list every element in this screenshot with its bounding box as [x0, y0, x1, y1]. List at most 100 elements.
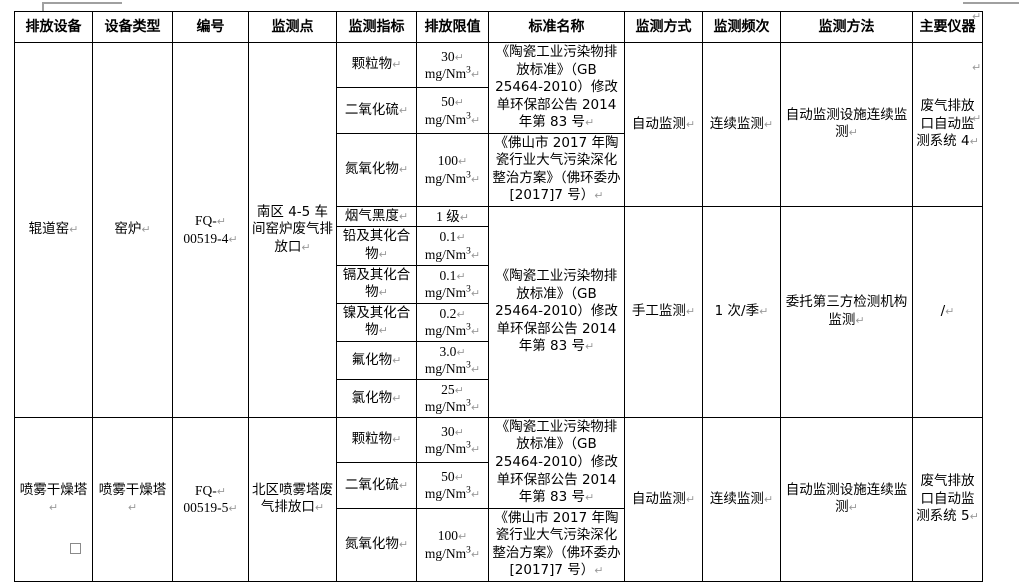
return-mark: ↵ [392, 353, 402, 367]
monitoring-index: 二氧化硫↵ [336, 462, 417, 509]
table-row: 镉及其化合物↵ 0.1↵ mg/Nm3↵ [15, 264, 983, 304]
return-mark: ↵ [398, 478, 409, 492]
emission-limit-value: 0.1↵ mg/Nm3↵ [416, 226, 489, 266]
monitoring-mode: 自动监测↵ [624, 416, 703, 582]
monitoring-index: 镍及其化合物↵ [336, 302, 417, 342]
table-row: 二氧化硫↵ 50↵ mg/Nm3↵ [15, 87, 983, 134]
header-code: 编号 [172, 11, 249, 43]
table-row: 氮氧化物↵ 100↵ mg/Nm3↵ 《佛山市 2017 年陶瓷行业大气污染深化整治方… [15, 132, 983, 207]
monitoring-index: 氮氧化物↵ [336, 507, 417, 582]
return-mark: ↵ [456, 345, 466, 359]
monitoring-frequency: 1 次/季↵ [702, 205, 781, 418]
emission-limit-value: 100↵ mg/Nm3↵ [416, 507, 489, 582]
return-mark: ↵ [48, 501, 59, 515]
table-row: 氯化物↵ 25↵ mg/Nm3↵ [15, 378, 983, 418]
document-page: 排放设备 设备类型 编号 监测点 监测指标 排放限值 标准名称 监测方式 监测频… [14, 2, 1019, 582]
return-mark: ↵ [314, 501, 325, 515]
return-mark: ↵ [470, 325, 481, 339]
return-mark: ↵ [127, 501, 138, 515]
monitoring-index: 颗粒物↵ [336, 41, 417, 89]
return-mark: ↵ [585, 340, 595, 354]
emission-limit-value: 0.2↵ mg/Nm3↵ [416, 302, 489, 342]
return-mark: ↵ [228, 232, 238, 246]
header-monitoring-freq: 监测频次 [702, 11, 781, 43]
device-code: FQ-↵ 00519-5↵ [172, 416, 249, 582]
monitoring-method: 委托第三方检测机构监测↵ [780, 205, 913, 418]
monitoring-point: 南区 4-5 车间窑炉废气排放口↵ [248, 42, 337, 418]
return-mark: ↵ [470, 401, 481, 415]
return-mark: ↵ [69, 223, 79, 237]
emission-limit-value: 25↵ mg/Nm3↵ [416, 378, 489, 418]
return-mark: ↵ [454, 425, 464, 439]
return-mark: ↵ [585, 491, 595, 505]
monitoring-index: 氟化物↵ [336, 340, 417, 380]
return-mark: ↵ [969, 135, 979, 149]
device-code: FQ-↵ 00519-4↵ [172, 42, 249, 418]
return-mark: ↵ [470, 249, 481, 263]
monitoring-point: 北区喷雾塔废气排放口↵ [248, 416, 337, 582]
monitoring-method: 自动监测设施连续监测↵ [780, 42, 913, 207]
header-monitoring-mode: 监测方式 [624, 11, 703, 43]
table-row: 二氧化硫↵ 50↵ mg/Nm3↵ [15, 462, 983, 509]
return-mark: ↵ [398, 163, 409, 177]
header-main-instrument: 主要仪器 [912, 11, 983, 43]
return-mark: ↵ [470, 363, 481, 377]
emission-limit-value: 30↵ mg/Nm3↵ [416, 416, 489, 464]
return-mark: ↵ [470, 172, 481, 186]
return-mark: ↵ [470, 443, 481, 457]
monitoring-index: 氮氧化物↵ [336, 132, 417, 207]
return-mark: ↵ [456, 231, 466, 245]
return-mark: ↵ [470, 547, 481, 561]
monitoring-index: 颗粒物↵ [336, 416, 417, 464]
standard-name: 《佛山市 2017 年陶瓷行业大气污染深化整治方案》（佛环委办[2017]7 号… [488, 132, 625, 207]
return-mark: ↵ [378, 324, 388, 338]
standard-name: 《陶瓷工业污染物排放标准》（GB 25464-2010）修改单环保部公告 201… [488, 205, 625, 418]
return-mark: ↵ [301, 240, 311, 254]
standard-name: 《佛山市 2017 年陶瓷行业大气污染深化整治方案》（佛环委办[2017]7 号… [488, 507, 625, 582]
return-mark: ↵ [378, 248, 388, 262]
return-mark: ↵ [216, 484, 226, 498]
monitoring-method: 自动监测设施连续监测↵ [780, 416, 913, 582]
return-mark: ↵ [398, 537, 409, 551]
emission-limit-value: 100↵ mg/Nm3↵ [416, 132, 489, 207]
return-mark: ↵ [456, 307, 466, 321]
return-mark: ↵ [141, 223, 151, 237]
return-mark: ↵ [848, 126, 858, 140]
emission-limit-value: 30↵ mg/Nm3↵ [416, 41, 489, 89]
table-row: 辊道窑↵ 窑炉↵ FQ-↵ 00519-4↵ 南区 4-5 车间窑炉废气排放口↵ 颗粒物↵… [14, 41, 983, 418]
return-mark: ↵ [454, 470, 464, 484]
monitoring-index: 二氧化硫↵ [336, 87, 417, 134]
return-mark: ↵ [392, 58, 402, 72]
return-mark: ↵ [585, 116, 595, 130]
return-mark: ↵ [392, 433, 402, 447]
table-row: 铅及其化合物↵ 0.1↵ mg/Nm3↵ [15, 226, 983, 266]
return-mark: ↵ [685, 117, 696, 131]
return-mark: ↵ [470, 68, 481, 82]
return-mark: ↵ [458, 155, 468, 169]
table-row: 氟化物↵ 3.0↵ mg/Nm3↵ [15, 340, 983, 380]
paragraph-marks-outside-table: ↵ ↵ ↵ [972, 11, 1012, 164]
emission-limit-value: 50↵ mg/Nm3↵ [416, 87, 489, 134]
emission-limit-value: 1 级↵ [416, 205, 489, 228]
standard-name: 《陶瓷工业污染物排放标准》（GB 25464-2010）修改单环保部公告 201… [488, 416, 625, 509]
emission-monitoring-table: 排放设备 设备类型 编号 监测点 监测指标 排放限值 标准名称 监测方式 监测频… [14, 11, 983, 582]
page-margin-mark-top-left [42, 2, 122, 4]
table-row: 烟气黑度↵ 1 级↵ 《陶瓷工业污染物排放标准》（GB 25464-2010）修改单… [15, 205, 983, 418]
emission-device-name: 喷雾干燥塔↵ [14, 416, 93, 582]
device-type: 喷雾干燥塔↵ [92, 416, 173, 582]
return-mark: ↵ [969, 510, 979, 524]
return-mark: ↵ [228, 502, 238, 516]
table-header-row: 排放设备 设备类型 编号 监测点 监测指标 排放限值 标准名称 监测方式 监测频… [14, 11, 983, 43]
return-mark: ↵ [763, 492, 774, 506]
return-mark: ↵ [848, 501, 858, 515]
return-mark: ↵ [454, 383, 464, 397]
header-device-type: 设备类型 [92, 11, 173, 43]
return-mark: ↵ [759, 305, 769, 319]
monitoring-index: 铅及其化合物↵ [336, 226, 417, 266]
standard-name: 《陶瓷工业污染物排放标准》（GB 25464-2010）修改单环保部公告 201… [488, 42, 625, 134]
return-mark: ↵ [594, 189, 604, 203]
main-instrument: 废气排放口自动监测系统 4↵ [912, 42, 983, 207]
return-mark: ↵ [454, 96, 464, 109]
main-instrument: 废气排放口自动监测系统 5↵ [912, 416, 983, 582]
return-mark: ↵ [398, 209, 409, 223]
